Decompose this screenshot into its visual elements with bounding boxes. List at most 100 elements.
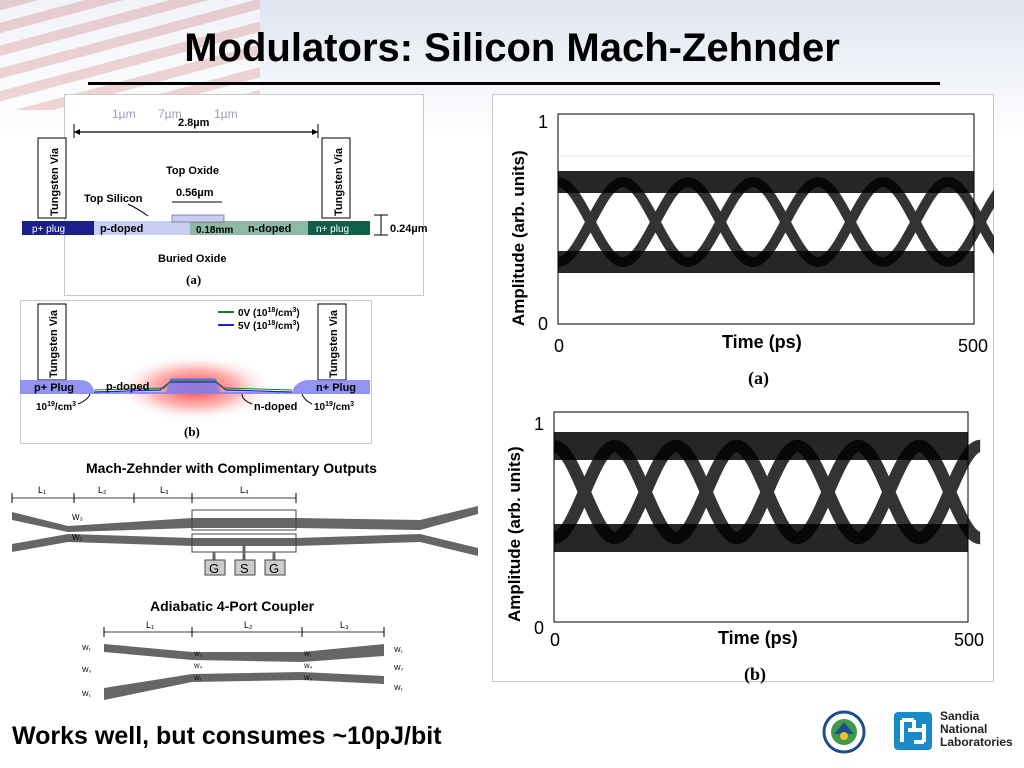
n-plug-region bbox=[308, 221, 370, 235]
tungsten-via-left-label: Tungsten Via bbox=[49, 147, 61, 216]
coupler-w-mid1-b: W₄ bbox=[194, 664, 203, 670]
coupler-w-left-1: W₁ bbox=[82, 645, 92, 652]
eye-b-ylabel: Amplitude (arb. units) bbox=[505, 446, 524, 622]
coupler-w-mid2-b: W₄ bbox=[304, 664, 313, 670]
eye-crossing bbox=[946, 177, 994, 267]
coupler-upper-guide bbox=[104, 644, 384, 662]
coupler-l1: L₁ bbox=[146, 620, 154, 630]
dim-1um-right: 1µm bbox=[214, 107, 238, 121]
coupler-l2: L₂ bbox=[244, 620, 253, 630]
eye-diagram-a: 1 0 Amplitude (arb. units) 0 500 Time (p… bbox=[509, 112, 994, 389]
p-plug-region bbox=[22, 221, 94, 235]
eye-b-caption: (b) bbox=[744, 664, 766, 685]
coupler-lower-guide bbox=[104, 672, 384, 700]
dim-1um-left: 1µm bbox=[112, 107, 136, 121]
legend-0v: 0V (1018/cm3) bbox=[238, 307, 300, 319]
sim-conc-left: 1019/cm3 bbox=[36, 401, 76, 413]
rib-waveguide bbox=[171, 214, 225, 223]
p-plug-label: p+ plug bbox=[32, 224, 65, 235]
n-plug-label: n+ plug bbox=[316, 224, 349, 235]
eye-b-xleft: 0 bbox=[550, 630, 560, 650]
mz-l2: L₂ bbox=[98, 485, 107, 495]
n-doped-label: n-doped bbox=[248, 223, 291, 235]
coupler-w-mid2-c: W₃ bbox=[304, 676, 313, 682]
eye-crossing bbox=[734, 439, 800, 545]
eye-b-traces bbox=[551, 432, 983, 552]
top-oxide-label: Top Oxide bbox=[166, 165, 219, 177]
width-label: 2.8µm bbox=[178, 117, 210, 129]
eye-a-xright: 500 bbox=[958, 336, 988, 356]
eye-b-xlabel: Time (ps) bbox=[718, 628, 798, 648]
coupler-w-mid1-c: W₁ bbox=[194, 676, 202, 682]
slab-height-label: 0.18mm bbox=[196, 225, 233, 236]
coupler-title: Adiabatic 4-Port Coupler bbox=[150, 598, 315, 614]
simulation-caption: (b) bbox=[184, 424, 200, 439]
sandia-line-3: Laboratories bbox=[940, 735, 1013, 749]
coupler-w-left-0: W₀ bbox=[82, 667, 92, 674]
footer-statement: Works well, but consumes ~10pJ/bit bbox=[12, 722, 442, 750]
eye-a-frame bbox=[557, 113, 975, 325]
sim-p-plug-label: p+ Plug bbox=[34, 382, 74, 394]
mach-zehnder-diagram: L₁ L₂ L₃ L₄ W₃ W₁ G S G bbox=[11, 485, 478, 576]
eye-crossing bbox=[556, 177, 625, 267]
pad-g-left-label: G bbox=[209, 561, 219, 576]
sim-conc-right: 1019/cm3 bbox=[314, 401, 354, 413]
eye-a-xleft: 0 bbox=[554, 336, 564, 356]
mz-l4: L₄ bbox=[240, 485, 249, 495]
mz-l3: L₃ bbox=[160, 485, 169, 495]
cross-section-panel bbox=[64, 94, 424, 296]
coupler-l3: L₃ bbox=[340, 620, 349, 630]
eye-a-xlabel: Time (ps) bbox=[722, 332, 802, 352]
eye-crossing bbox=[881, 177, 950, 267]
legend-5v: 5V (1018/cm3) bbox=[238, 320, 300, 332]
pad-s bbox=[234, 559, 256, 576]
eye-b-ybottom: 0 bbox=[534, 618, 544, 638]
slide-title: Modulators: Silicon Mach-Zehnder bbox=[184, 26, 840, 70]
p-doped-label: p-doped bbox=[100, 223, 143, 235]
cross-section-caption: (a) bbox=[186, 272, 201, 287]
sim-p-doped-label: p-doped bbox=[106, 381, 149, 393]
coupler-w-right-3: W₁ bbox=[394, 685, 404, 692]
coupler-w-right-2: W₂ bbox=[394, 665, 404, 672]
total-height-label: 0.24µm bbox=[390, 223, 428, 235]
sim-via-right-label: Tungsten Via bbox=[328, 309, 340, 378]
eye-crossing bbox=[816, 177, 885, 267]
tungsten-via-right bbox=[321, 137, 351, 219]
sim-n-doped-label: n-doped bbox=[254, 401, 297, 413]
eye-a-ytop: 1 bbox=[538, 112, 548, 132]
eye-crossing bbox=[551, 439, 617, 545]
sim-silicon-layer bbox=[20, 378, 370, 394]
eye-b-ytop: 1 bbox=[534, 414, 544, 434]
sandia-logo-mark bbox=[894, 712, 932, 750]
p-doped-region bbox=[94, 221, 190, 235]
n-doped-region bbox=[190, 221, 308, 235]
pad-g-right bbox=[264, 559, 286, 576]
mz-l1: L₁ bbox=[38, 485, 46, 495]
tungsten-via-left bbox=[37, 137, 67, 219]
buried-oxide-label: Buried Oxide bbox=[158, 253, 226, 265]
eye-crossing bbox=[917, 439, 983, 545]
sandia-line-2: National bbox=[940, 722, 988, 736]
rib-width-label: 0.56µm bbox=[176, 187, 214, 199]
pad-s-label: S bbox=[240, 561, 249, 576]
sim-via-right bbox=[317, 303, 347, 381]
coupler-w-mid2-a: W₁ bbox=[304, 652, 312, 658]
flag-decoration bbox=[0, 0, 260, 110]
simulation-diagram: 0V (1018/cm3) 5V (1018/cm3) Tungsten Via… bbox=[20, 303, 370, 439]
mz-w3: W₃ bbox=[72, 513, 83, 522]
eye-diagram-b: 1 0 Amplitude (arb. units) 0 500 Time (p… bbox=[505, 411, 984, 685]
mz-electrode-upper bbox=[191, 509, 297, 531]
eye-crossing bbox=[856, 439, 922, 545]
mz-w1: W₁ bbox=[72, 533, 83, 542]
dim-7um: 7µm bbox=[158, 107, 182, 121]
doe-logo bbox=[822, 710, 866, 754]
eye-crossing bbox=[673, 439, 739, 545]
coupler-w-left-2: W₁ bbox=[82, 691, 92, 698]
coupler-w-mid1-a: W₃ bbox=[194, 652, 203, 658]
eye-a-ybottom: 0 bbox=[538, 314, 548, 334]
eye-b-xright: 500 bbox=[954, 630, 984, 650]
sandia-logo-text: Sandia National Laboratories bbox=[940, 710, 1013, 749]
eye-a-ylabel: Amplitude (arb. units) bbox=[509, 150, 528, 326]
sim-via-left-label: Tungsten Via bbox=[48, 309, 60, 378]
eye-crossing bbox=[751, 177, 820, 267]
